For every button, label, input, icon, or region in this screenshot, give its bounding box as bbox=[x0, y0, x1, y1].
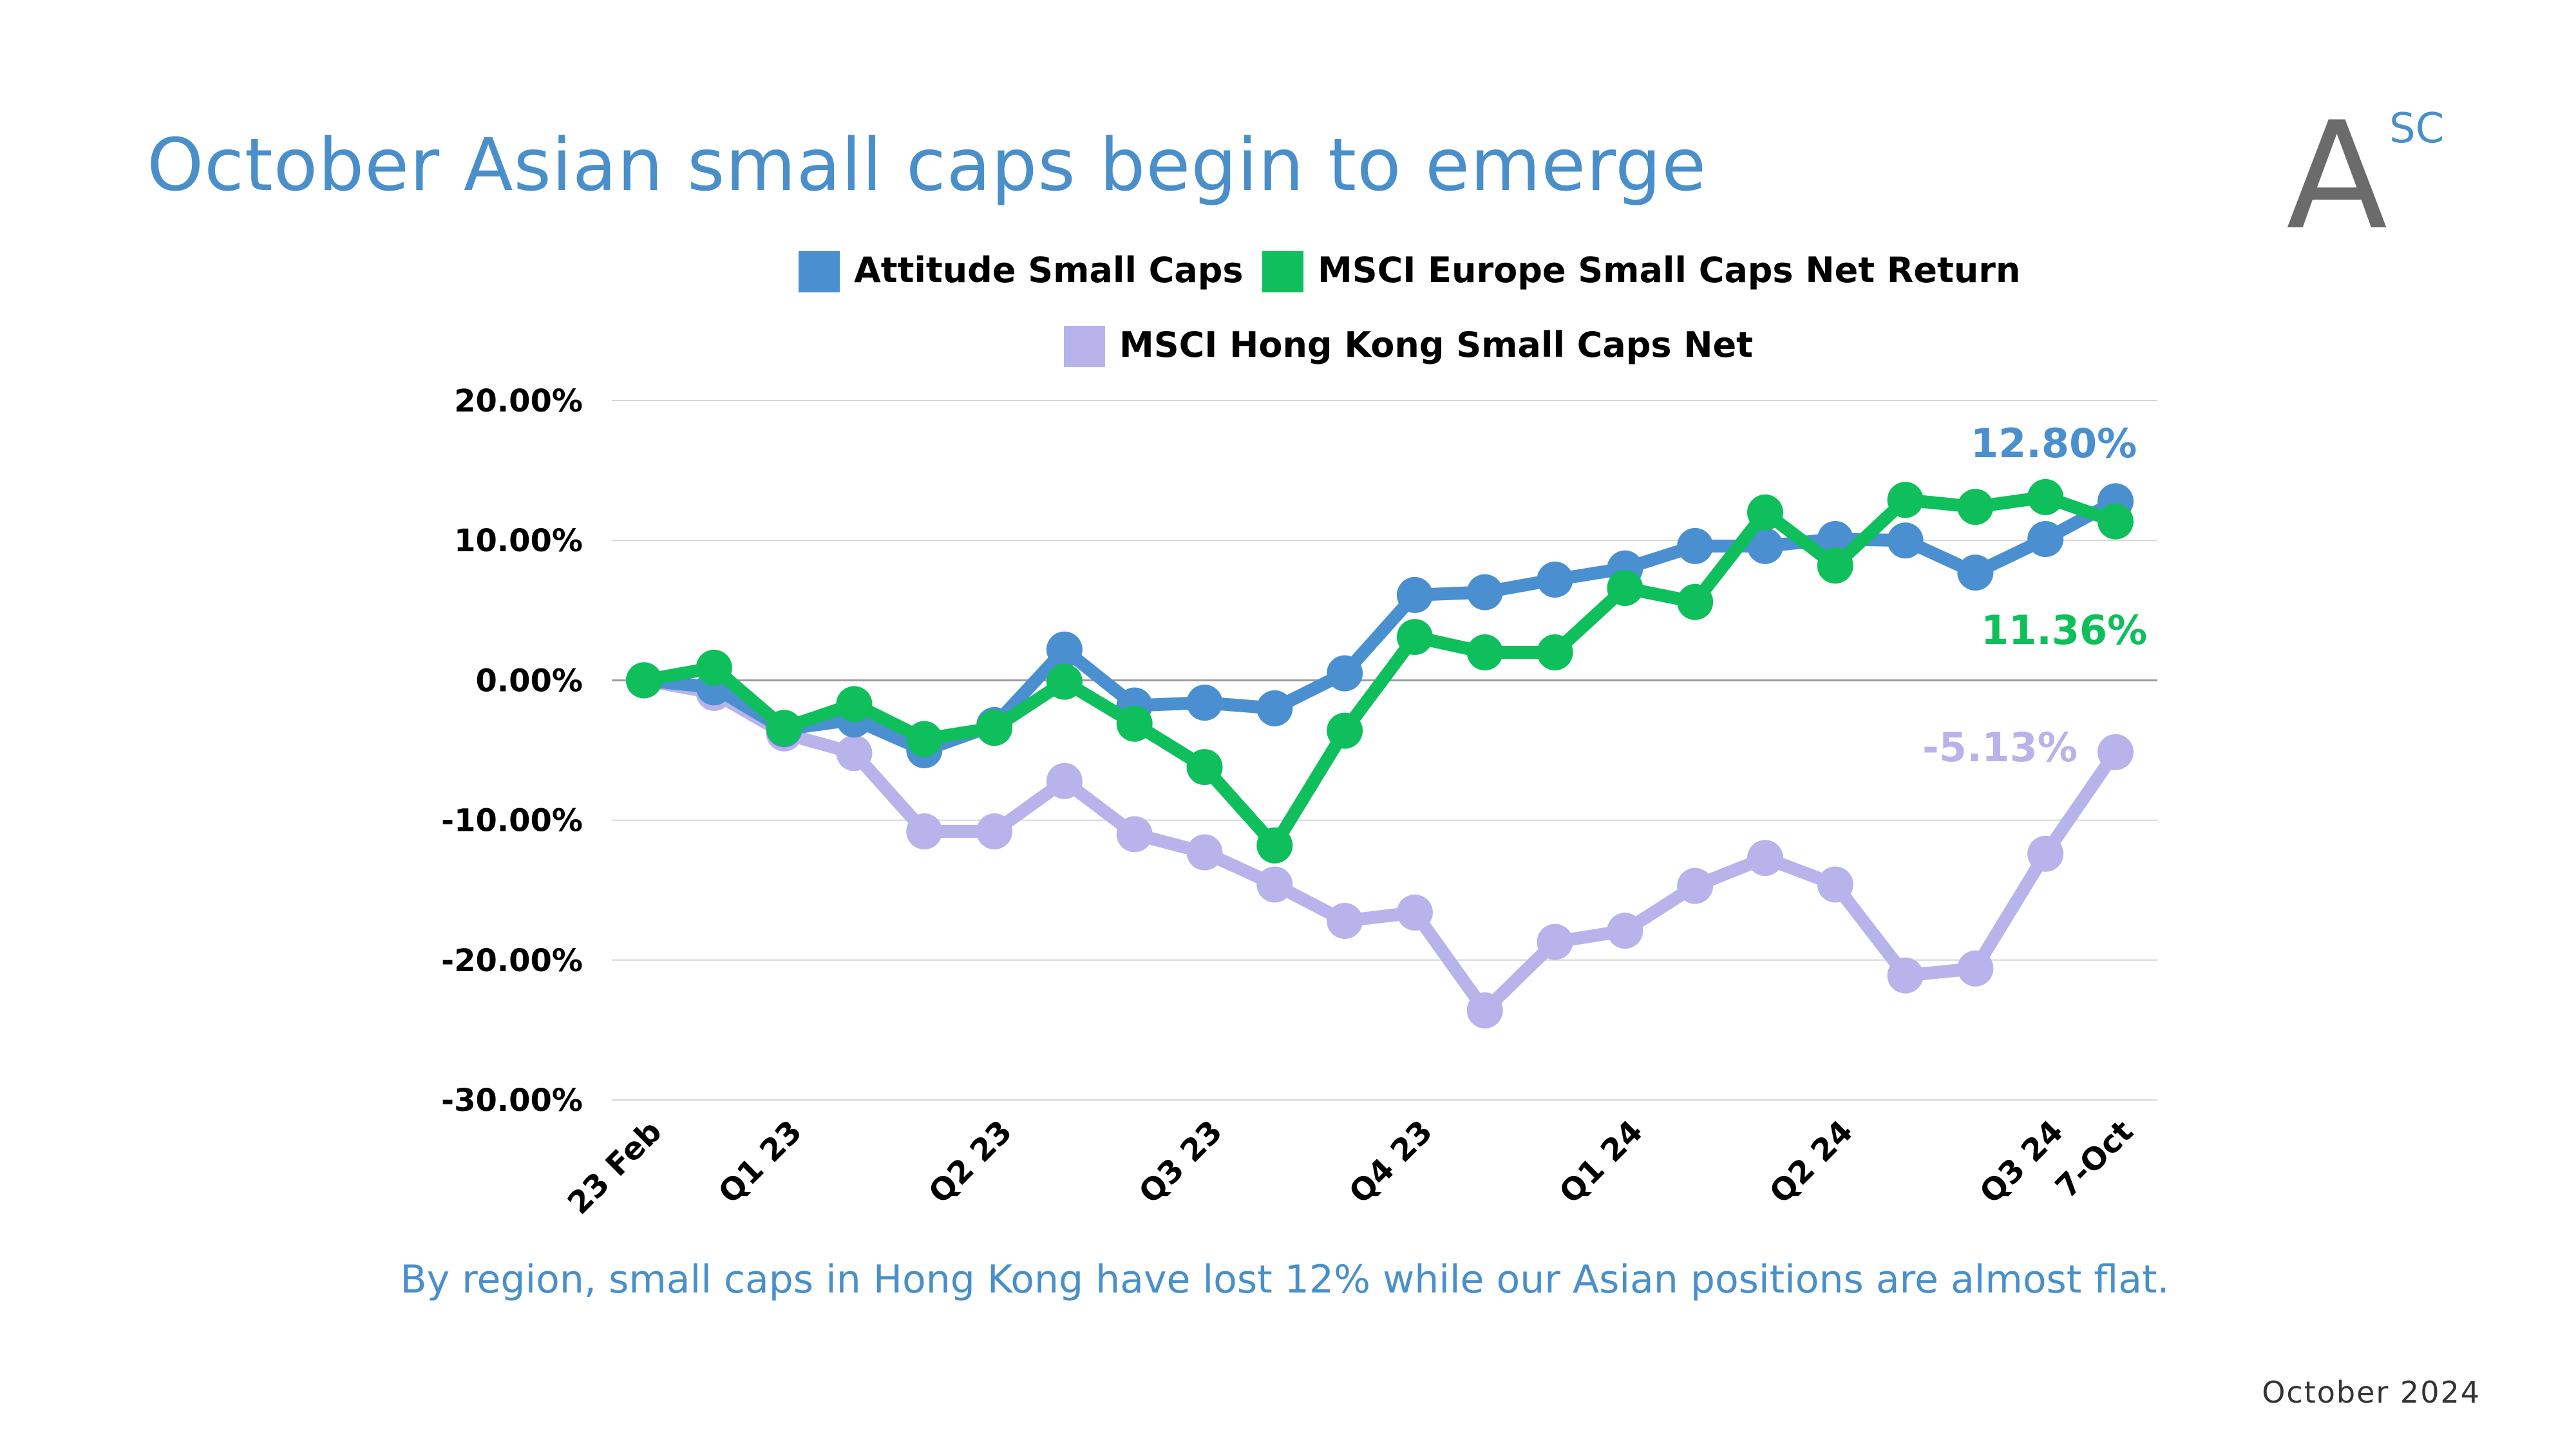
data-point bbox=[1887, 957, 1924, 994]
data-point bbox=[1327, 655, 1363, 692]
data-point bbox=[906, 721, 943, 757]
data-point bbox=[766, 710, 802, 746]
data-point bbox=[626, 662, 662, 699]
data-point bbox=[1817, 866, 1853, 903]
x-tick-label: Q1 23 bbox=[712, 1113, 809, 1211]
y-tick-label: -30.00% bbox=[441, 1083, 583, 1119]
data-point bbox=[1677, 867, 1714, 904]
data-point bbox=[1256, 690, 1293, 726]
data-point bbox=[1747, 527, 1783, 564]
data-point bbox=[1537, 634, 1573, 670]
data-point bbox=[1817, 521, 1853, 558]
series-1 bbox=[626, 478, 2134, 864]
legend-label-europe: MSCI Europe Small Caps Net Return bbox=[1318, 250, 2021, 290]
x-tick-label: 7-Oct bbox=[2049, 1113, 2141, 1206]
data-point bbox=[1466, 634, 1503, 670]
data-point bbox=[1256, 866, 1293, 903]
x-tick-label: Q1 24 bbox=[1553, 1113, 1650, 1211]
data-point bbox=[1677, 583, 1714, 620]
data-point bbox=[1186, 685, 1223, 721]
data-point bbox=[1466, 992, 1503, 1028]
data-point bbox=[1396, 576, 1433, 613]
series-end-label: 11.36% bbox=[1981, 607, 2147, 654]
y-tick-label: 0.00% bbox=[475, 663, 583, 699]
logo-superscript: SC bbox=[2389, 105, 2445, 153]
data-point bbox=[1466, 574, 1503, 611]
y-tick-label: 20.00% bbox=[454, 383, 583, 419]
page-title: October Asian small caps begin to emerge bbox=[147, 124, 1707, 207]
data-point bbox=[2098, 734, 2134, 770]
data-point bbox=[2027, 478, 2064, 515]
logo-letter: A bbox=[2286, 91, 2388, 263]
data-point bbox=[1887, 482, 1924, 518]
data-point bbox=[1957, 554, 1994, 591]
data-point bbox=[976, 710, 1013, 746]
x-tick-label: 23 Feb bbox=[561, 1113, 669, 1222]
brand-logo: A SC bbox=[2286, 103, 2454, 251]
data-point bbox=[906, 813, 943, 849]
data-point bbox=[836, 735, 873, 772]
x-tick-label: Q4 23 bbox=[1342, 1113, 1439, 1211]
report-date: October 2024 bbox=[2262, 1375, 2481, 1410]
legend-swatch-europe bbox=[1262, 251, 1303, 292]
data-point bbox=[696, 649, 732, 686]
series-0 bbox=[626, 483, 2134, 768]
x-tick-label: Q3 24 bbox=[1973, 1113, 2070, 1211]
series-line bbox=[638, 490, 2122, 852]
series-end-label: 12.80% bbox=[1971, 420, 2137, 467]
data-point bbox=[2098, 503, 2134, 540]
chart-caption: By region, small caps in Hong Kong have … bbox=[400, 1257, 2170, 1302]
data-point bbox=[2027, 521, 2064, 558]
data-point bbox=[1116, 816, 1153, 853]
data-point bbox=[1396, 619, 1433, 656]
x-tick-label: Q2 24 bbox=[1763, 1113, 1860, 1211]
data-point bbox=[1327, 712, 1363, 749]
series-end-label: -5.13% bbox=[1922, 724, 2078, 771]
data-point bbox=[1046, 762, 1083, 799]
legend-swatch-attitude bbox=[799, 251, 840, 292]
data-point bbox=[1607, 913, 1643, 949]
data-point bbox=[1607, 570, 1643, 607]
data-point bbox=[1186, 834, 1223, 871]
data-point bbox=[2027, 835, 2064, 872]
y-tick-label: -20.00% bbox=[441, 943, 583, 979]
data-point bbox=[1817, 547, 1853, 584]
data-point bbox=[1537, 562, 1573, 598]
legend-label-attitude: Attitude Small Caps bbox=[854, 250, 1244, 290]
data-point bbox=[1887, 522, 1924, 559]
data-point bbox=[1186, 749, 1223, 786]
data-point bbox=[976, 813, 1013, 849]
data-point bbox=[1957, 950, 1994, 987]
data-point bbox=[1396, 894, 1433, 931]
data-point bbox=[1677, 527, 1714, 564]
data-point bbox=[1957, 489, 1994, 526]
data-point bbox=[1046, 631, 1083, 668]
legend-label-hongkong: MSCI Hong Kong Small Caps Net bbox=[1119, 325, 1753, 365]
data-point bbox=[1747, 494, 1783, 531]
data-point bbox=[1537, 923, 1573, 960]
x-tick-label: Q2 23 bbox=[922, 1113, 1019, 1211]
data-point bbox=[1046, 663, 1083, 700]
series-line bbox=[638, 674, 2122, 1017]
data-point bbox=[1256, 827, 1293, 864]
data-point bbox=[1116, 705, 1153, 742]
x-tick-label: Q3 23 bbox=[1132, 1113, 1229, 1211]
y-tick-label: 10.00% bbox=[454, 523, 583, 559]
data-point bbox=[836, 686, 873, 723]
y-tick-label: -10.00% bbox=[441, 803, 583, 839]
data-point bbox=[1747, 840, 1783, 876]
legend-swatch-hongkong bbox=[1064, 326, 1105, 367]
data-point bbox=[1327, 902, 1363, 939]
